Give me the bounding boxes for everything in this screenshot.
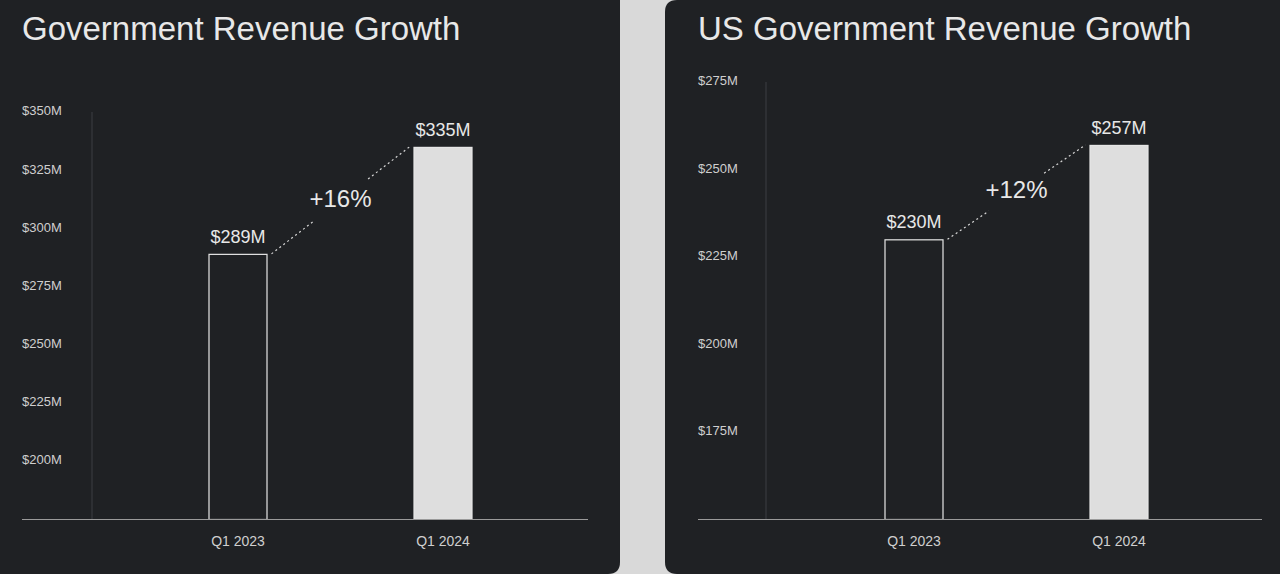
annotation-connector	[272, 222, 313, 254]
root: Government Revenue Growth $200M $225M $250M…	[0, 0, 1280, 574]
y-tick-label: $250M	[22, 336, 62, 351]
bars	[209, 147, 472, 519]
x-tick-label: Q1 2024	[1092, 533, 1146, 549]
y-tick-label: $175M	[698, 423, 738, 438]
growth-annotation: +16%	[309, 185, 371, 212]
bar	[1090, 145, 1148, 519]
chart-title: US Government Revenue Growth	[698, 10, 1191, 47]
bar	[209, 254, 267, 519]
x-tick-label: Q1 2023	[211, 533, 265, 549]
chart-panel: US Government Revenue Growth $175M $200M $2…	[665, 0, 1280, 574]
x-axis-line	[698, 519, 1262, 520]
y-tick-label: $325M	[22, 162, 62, 177]
annotation-connector	[1044, 145, 1085, 173]
y-tick-label: $225M	[698, 248, 738, 263]
chart-panel: Government Revenue Growth $200M $225M $250M…	[0, 0, 620, 574]
x-tick-label: Q1 2023	[887, 533, 941, 549]
y-tick-label: $225M	[22, 394, 62, 409]
y-axis-line	[92, 112, 93, 519]
annotation-connector	[368, 147, 409, 179]
growth-annotation: +12%	[985, 176, 1047, 203]
y-tick-label: $300M	[22, 220, 62, 235]
data-label: $230M	[886, 212, 941, 232]
bar	[414, 147, 472, 519]
y-tick-label: $275M	[22, 278, 62, 293]
chart-title: Government Revenue Growth	[22, 10, 460, 47]
panel-background	[665, 0, 1280, 574]
bar	[885, 240, 943, 519]
data-label: $289M	[210, 227, 265, 247]
x-axis-line	[22, 519, 588, 520]
y-tick-label: $250M	[698, 161, 738, 176]
data-label: $335M	[415, 120, 470, 140]
annotation-connector	[948, 211, 989, 239]
y-tick-label: $350M	[22, 103, 62, 118]
y-tick-label: $275M	[698, 73, 738, 88]
y-tick-label: $200M	[22, 452, 62, 467]
bars	[885, 145, 1148, 519]
page-background	[0, 0, 1280, 574]
x-tick-label: Q1 2024	[416, 533, 470, 549]
data-label: $257M	[1091, 118, 1146, 138]
y-tick-label: $200M	[698, 336, 738, 351]
y-axis-line	[766, 82, 767, 519]
panel-background	[0, 0, 620, 574]
canvas: Government Revenue Growth $200M $225M $250M…	[0, 0, 1280, 574]
